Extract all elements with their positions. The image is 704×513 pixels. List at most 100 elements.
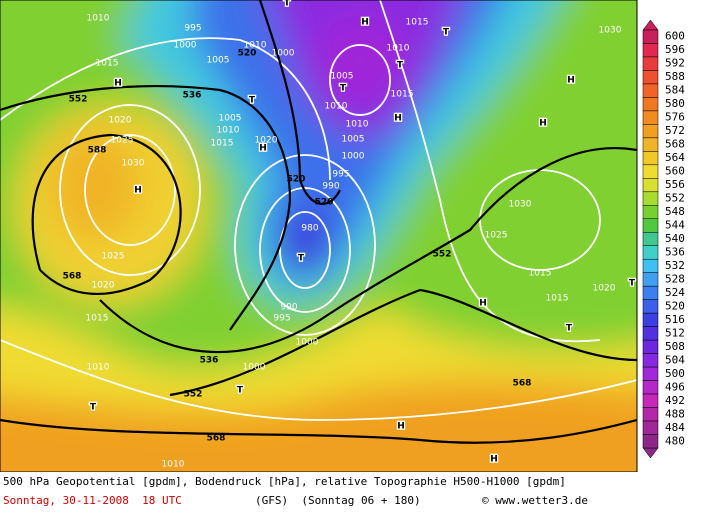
- scale-label: 572: [665, 124, 685, 137]
- contour-label: 1020: [92, 281, 115, 291]
- isobars: [0, 0, 637, 421]
- contour-label: 1025: [485, 231, 508, 241]
- scale-swatch: [642, 407, 659, 422]
- contour-label: 1005: [342, 135, 365, 145]
- scale-swatch: [642, 339, 659, 354]
- pressure-center: H: [567, 76, 575, 86]
- footer-line1: 500 hPa Geopotential [gpdm], Bodendruck …: [3, 475, 566, 488]
- scale-label: 556: [665, 178, 685, 191]
- scale-swatch: [642, 97, 659, 112]
- scale-swatch: [642, 151, 659, 166]
- scale-swatch: [642, 380, 659, 395]
- scale-label: 568: [665, 138, 685, 151]
- scale-swatch: [642, 420, 659, 435]
- scale-swatch: [642, 124, 659, 139]
- contour-label: 995: [184, 24, 201, 34]
- pressure-center: T: [284, 0, 291, 9]
- contour-label: 1010: [217, 126, 240, 136]
- pressure-center: T: [443, 28, 450, 38]
- contour-label: 552: [433, 250, 452, 260]
- contour-label: 995: [273, 314, 290, 324]
- scale-label: 560: [665, 165, 685, 178]
- contour-label: 1000: [342, 152, 365, 162]
- scale-swatch: [642, 434, 659, 449]
- scale-label: 544: [665, 219, 685, 232]
- pressure-center: T: [237, 386, 244, 396]
- scale-swatch: [642, 164, 659, 179]
- scale-label: 592: [665, 57, 685, 70]
- pressure-center: H: [114, 79, 122, 89]
- scale-swatch: [642, 56, 659, 71]
- contour-label: 1005: [331, 72, 354, 82]
- contour-label: 568: [513, 379, 532, 389]
- scale-swatch: [642, 191, 659, 206]
- scale-label: 588: [665, 70, 685, 83]
- contour-label: 1000: [272, 49, 295, 59]
- scale-label: 600: [665, 30, 685, 43]
- scale-label: 552: [665, 192, 685, 205]
- scale-label: 540: [665, 232, 685, 245]
- geopotential-lines: [0, 0, 637, 444]
- pressure-center: H: [134, 186, 142, 196]
- contour-label: 1005: [207, 56, 230, 66]
- contour-label: 1010: [244, 41, 267, 51]
- contour-label: 1010: [87, 363, 110, 373]
- scale-label: 524: [665, 286, 685, 299]
- pressure-center: T: [397, 61, 404, 71]
- contour-label: 1015: [96, 59, 119, 69]
- scale-label: 576: [665, 111, 685, 124]
- pressure-center: H: [397, 422, 405, 432]
- contour-label: 990: [280, 303, 297, 313]
- scale-swatch: [642, 245, 659, 260]
- scale-swatch: [642, 83, 659, 98]
- pressure-center: T: [566, 324, 573, 334]
- contour-label: 1010: [87, 14, 110, 24]
- footer-credit: © www.wetter3.de: [482, 494, 588, 507]
- contour-label: 536: [183, 91, 202, 101]
- scale-swatch: [642, 110, 659, 125]
- scale-swatch: [642, 272, 659, 287]
- contour-label: 1010: [346, 120, 369, 130]
- contour-label: 588: [88, 146, 107, 156]
- contour-label: 568: [63, 272, 82, 282]
- scale-label: 520: [665, 299, 685, 312]
- scale-label: 508: [665, 340, 685, 353]
- pressure-center: T: [298, 254, 305, 264]
- contour-label: 1020: [255, 136, 278, 146]
- scale-label: 536: [665, 245, 685, 258]
- scale-label: 496: [665, 380, 685, 393]
- contour-label: 1015: [86, 314, 109, 324]
- pressure-center: H: [479, 299, 487, 309]
- scale-label: 564: [665, 151, 685, 164]
- scale-swatch: [642, 43, 659, 58]
- scale-label: 528: [665, 272, 685, 285]
- scale-label: 488: [665, 407, 685, 420]
- contour-label: 552: [184, 390, 203, 400]
- contour-label: 1015: [391, 90, 414, 100]
- color-scale: 6005965925885845805765725685645605565525…: [642, 19, 685, 459]
- pressure-center: H: [490, 455, 498, 465]
- contour-label: 990: [322, 182, 339, 192]
- scale-label: 480: [665, 434, 685, 447]
- contour-label: 1000: [296, 338, 319, 348]
- scale-swatch: [642, 312, 659, 327]
- footer-run: (GFS) (Sonntag 06 + 180): [255, 494, 421, 507]
- map-field: [0, 0, 637, 472]
- pressure-center: H: [394, 114, 402, 124]
- footer-date: Sonntag, 30-11-2008 18 UTC: [3, 494, 182, 507]
- contour-label: 552: [69, 95, 88, 105]
- contour-label: 1000: [243, 363, 266, 373]
- scale-label: 596: [665, 43, 685, 56]
- scale-label: 580: [665, 97, 685, 110]
- scale-label: 512: [665, 326, 685, 339]
- pressure-center: T: [90, 403, 97, 413]
- scale-swatch: [642, 205, 659, 220]
- contour-label: 1010: [387, 44, 410, 54]
- contour-label: 1020: [109, 116, 132, 126]
- scale-label: 548: [665, 205, 685, 218]
- pressure-center: H: [539, 119, 547, 129]
- pressure-center: T: [249, 96, 256, 106]
- scale-cap: [642, 447, 659, 459]
